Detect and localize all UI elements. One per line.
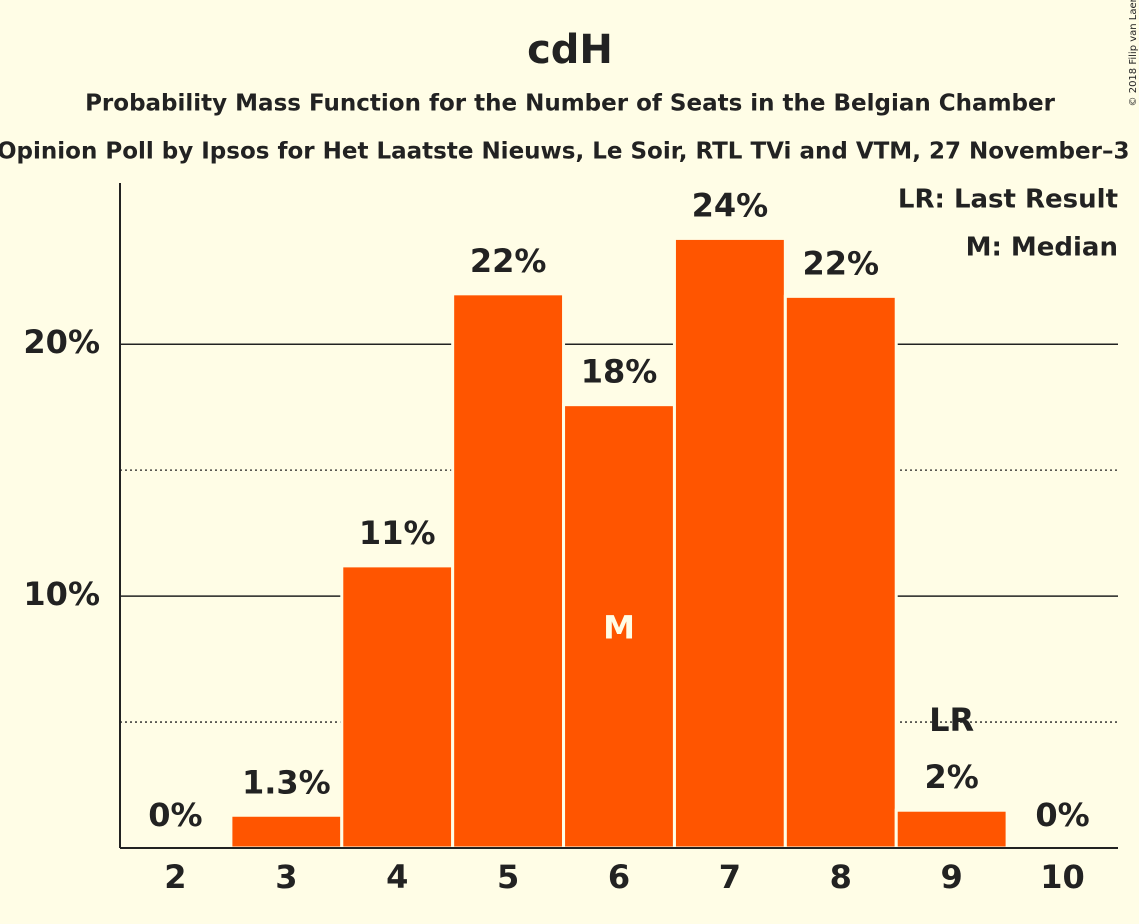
legend-entry: M: Median bbox=[966, 233, 1118, 263]
bar bbox=[229, 813, 344, 850]
x-tick-label: 3 bbox=[275, 858, 297, 896]
legend-entry: LR: Last Result bbox=[898, 185, 1118, 215]
x-tick-label: 9 bbox=[941, 858, 963, 896]
value-label: 22% bbox=[470, 242, 547, 280]
bar bbox=[672, 236, 787, 850]
chart-subtitle: Opinion Poll by Ipsos for Het Laatste Ni… bbox=[0, 139, 1139, 165]
value-label: 0% bbox=[1035, 796, 1089, 834]
y-tick-label: 20% bbox=[23, 323, 100, 361]
bar bbox=[340, 564, 455, 850]
x-tick-label: 8 bbox=[830, 858, 852, 896]
x-tick-label: 10 bbox=[1040, 858, 1085, 896]
value-label: 22% bbox=[802, 244, 879, 282]
chart-subtitle: Probability Mass Function for the Number… bbox=[85, 91, 1056, 117]
value-label: 2% bbox=[925, 758, 979, 796]
value-label: 0% bbox=[148, 796, 202, 834]
credit: © 2018 Filip van Laenen bbox=[1128, 0, 1139, 106]
chart-title: cdH bbox=[527, 27, 613, 73]
value-label: 1.3% bbox=[242, 763, 331, 801]
x-tick-label: 5 bbox=[497, 858, 519, 896]
value-label: 18% bbox=[581, 353, 658, 391]
x-tick-label: 4 bbox=[386, 858, 408, 896]
value-label: 24% bbox=[692, 186, 769, 224]
y-tick-label: 10% bbox=[23, 575, 100, 613]
bar bbox=[562, 403, 676, 850]
x-tick-label: 2 bbox=[164, 858, 186, 896]
value-label: 11% bbox=[359, 514, 436, 552]
x-tick-label: 6 bbox=[608, 858, 630, 896]
bar bbox=[783, 294, 898, 850]
bar bbox=[894, 808, 1009, 850]
x-tick-label: 7 bbox=[719, 858, 741, 896]
marker-label: M bbox=[603, 608, 635, 646]
marker-label: LR bbox=[929, 701, 974, 739]
bar bbox=[451, 292, 566, 850]
